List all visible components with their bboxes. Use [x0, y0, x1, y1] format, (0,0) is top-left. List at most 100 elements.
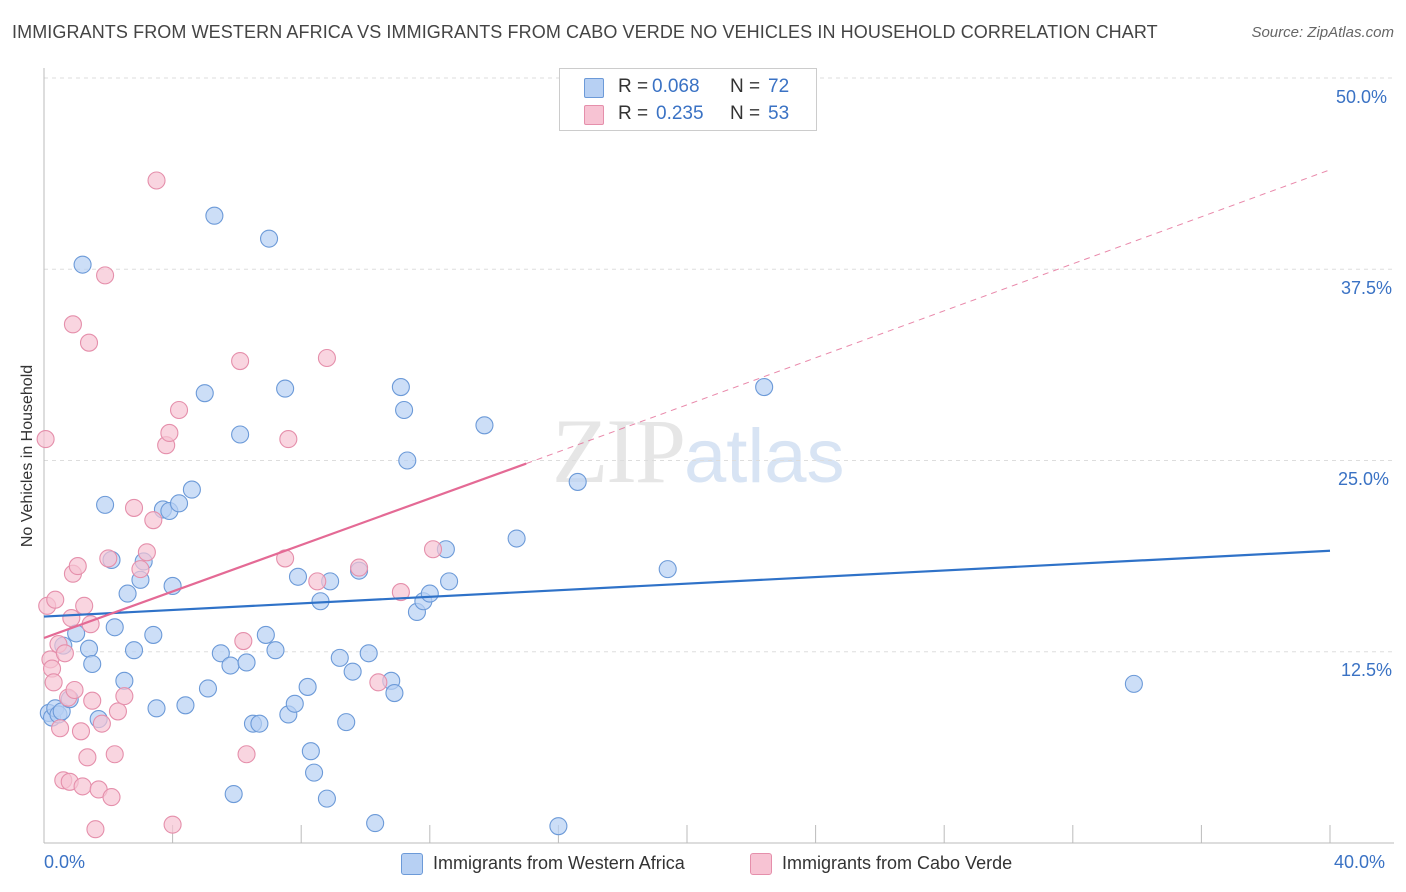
western-africa-point [256, 625, 275, 644]
cabo-verde-point [55, 644, 74, 663]
western-africa-point [96, 495, 115, 514]
cabo-verde-point [36, 430, 55, 449]
western-africa-point [301, 742, 320, 761]
cabo-verde-point [115, 687, 134, 706]
western-africa-point [195, 384, 214, 403]
western-africa-point [395, 400, 414, 420]
cabo-verde-point [83, 691, 102, 710]
western-africa-point [182, 480, 201, 499]
cabo-verde-point [63, 315, 82, 334]
western-africa-point [420, 584, 439, 603]
legend-r-label: R = [618, 103, 649, 124]
cabo-verde-point [86, 820, 105, 839]
correlation-legend: R = 0.068 N = 72 R = 0.235 N = 53 [559, 68, 817, 131]
western-africa-point [176, 696, 195, 715]
western-africa-point [250, 714, 269, 733]
cabo-verde-point [75, 596, 94, 615]
western-africa-point [276, 379, 295, 398]
western-africa-point [118, 584, 137, 603]
cabo-verde-point [62, 609, 81, 628]
cabo-verde-trend-extension [526, 169, 1331, 465]
western-africa-point [366, 814, 385, 833]
western-africa-point [298, 677, 317, 696]
western-africa-point [115, 671, 134, 690]
source-credit: Source: ZipAtlas.com [1251, 24, 1394, 41]
cabo-verde-point [78, 748, 97, 767]
cabo-verde-point [163, 815, 182, 834]
western-africa-point [259, 229, 279, 248]
cabo-verde-point [92, 714, 111, 733]
watermark-atlas: atlas [684, 414, 845, 499]
western-africa-point [317, 789, 336, 808]
western-africa-point [231, 425, 250, 444]
legend-swatch-blue [584, 78, 604, 98]
western-africa-point [385, 684, 404, 703]
cabo-verde-point [124, 498, 144, 517]
cabo-verde-trend-line [43, 462, 527, 640]
legend-swatch-blue [401, 853, 423, 875]
cabo-verde-point [369, 673, 388, 692]
cabo-verde-point [350, 558, 369, 577]
western-africa-point [224, 784, 243, 804]
legend-n-value: 53 [768, 103, 790, 124]
western-africa-point [359, 644, 378, 663]
western-africa-point [440, 572, 459, 591]
cabo-verde-point [144, 511, 163, 530]
legend-swatch-pink [584, 105, 604, 125]
western-africa-point [330, 648, 349, 667]
cabo-verde-point [237, 745, 256, 764]
y-tick-label-25: 25.0% [1338, 469, 1390, 489]
cabo-verde-point [308, 572, 327, 591]
western-africa-point [1124, 674, 1143, 693]
western-africa-point [147, 699, 166, 718]
cabo-verde-point [79, 333, 99, 352]
cabo-verde-point [44, 673, 63, 692]
legend-n-label: N = [730, 76, 761, 97]
cabo-verde-point [96, 266, 115, 285]
western-africa-point [568, 472, 587, 491]
cabo-verde-point [169, 400, 189, 420]
western-africa-point [343, 662, 362, 681]
cabo-verde-point [71, 722, 91, 741]
legend-swatch-pink [750, 853, 772, 875]
cabo-verde-point [102, 788, 121, 807]
western-africa-point [211, 644, 230, 663]
legend-r-label: R = [618, 76, 649, 97]
cabo-verde-point [147, 171, 166, 190]
western-africa-point [124, 641, 144, 660]
cabo-verde-point [73, 777, 92, 796]
cabo-verde-point [105, 745, 124, 764]
western-africa-point [285, 694, 304, 713]
western-africa-point [391, 378, 410, 397]
western-africa-point [549, 817, 568, 836]
cabo-verde-point [108, 702, 127, 721]
x-tick-label-max: 40.0% [1334, 852, 1386, 872]
x-tick-label-min: 0.0% [44, 852, 86, 872]
cabo-verde-point [46, 590, 65, 609]
western-africa-trend-line [43, 549, 1331, 618]
western-africa-point [79, 639, 99, 658]
western-africa-point [221, 656, 240, 675]
western-africa-point [305, 763, 324, 782]
cabo-verde-point [423, 540, 443, 559]
y-tick-label-12-5: 12.5% [1341, 660, 1393, 680]
cabo-verde-point [231, 351, 250, 371]
western-africa-point [169, 494, 189, 513]
western-africa-point [755, 378, 774, 397]
cabo-verde-point [279, 430, 298, 449]
western-africa-point [337, 713, 356, 732]
western-africa-point [198, 679, 218, 698]
western-africa-point [288, 567, 308, 586]
cabo-verde-point [391, 583, 410, 602]
legend-label-western-africa: Immigrants from Western Africa [433, 853, 685, 873]
western-africa-point [398, 451, 417, 470]
chart-title: IMMIGRANTS FROM WESTERN AFRICA VS IMMIGR… [12, 22, 1158, 42]
legend-label-cabo-verde: Immigrants from Cabo Verde [782, 853, 1013, 873]
cabo-verde-point [234, 631, 253, 651]
cabo-verde-point [99, 549, 118, 568]
cabo-verde-point [68, 557, 87, 576]
western-africa-point [237, 653, 256, 672]
legend-r-value: 0.068 [652, 76, 700, 97]
cabo-verde-point [137, 543, 156, 562]
